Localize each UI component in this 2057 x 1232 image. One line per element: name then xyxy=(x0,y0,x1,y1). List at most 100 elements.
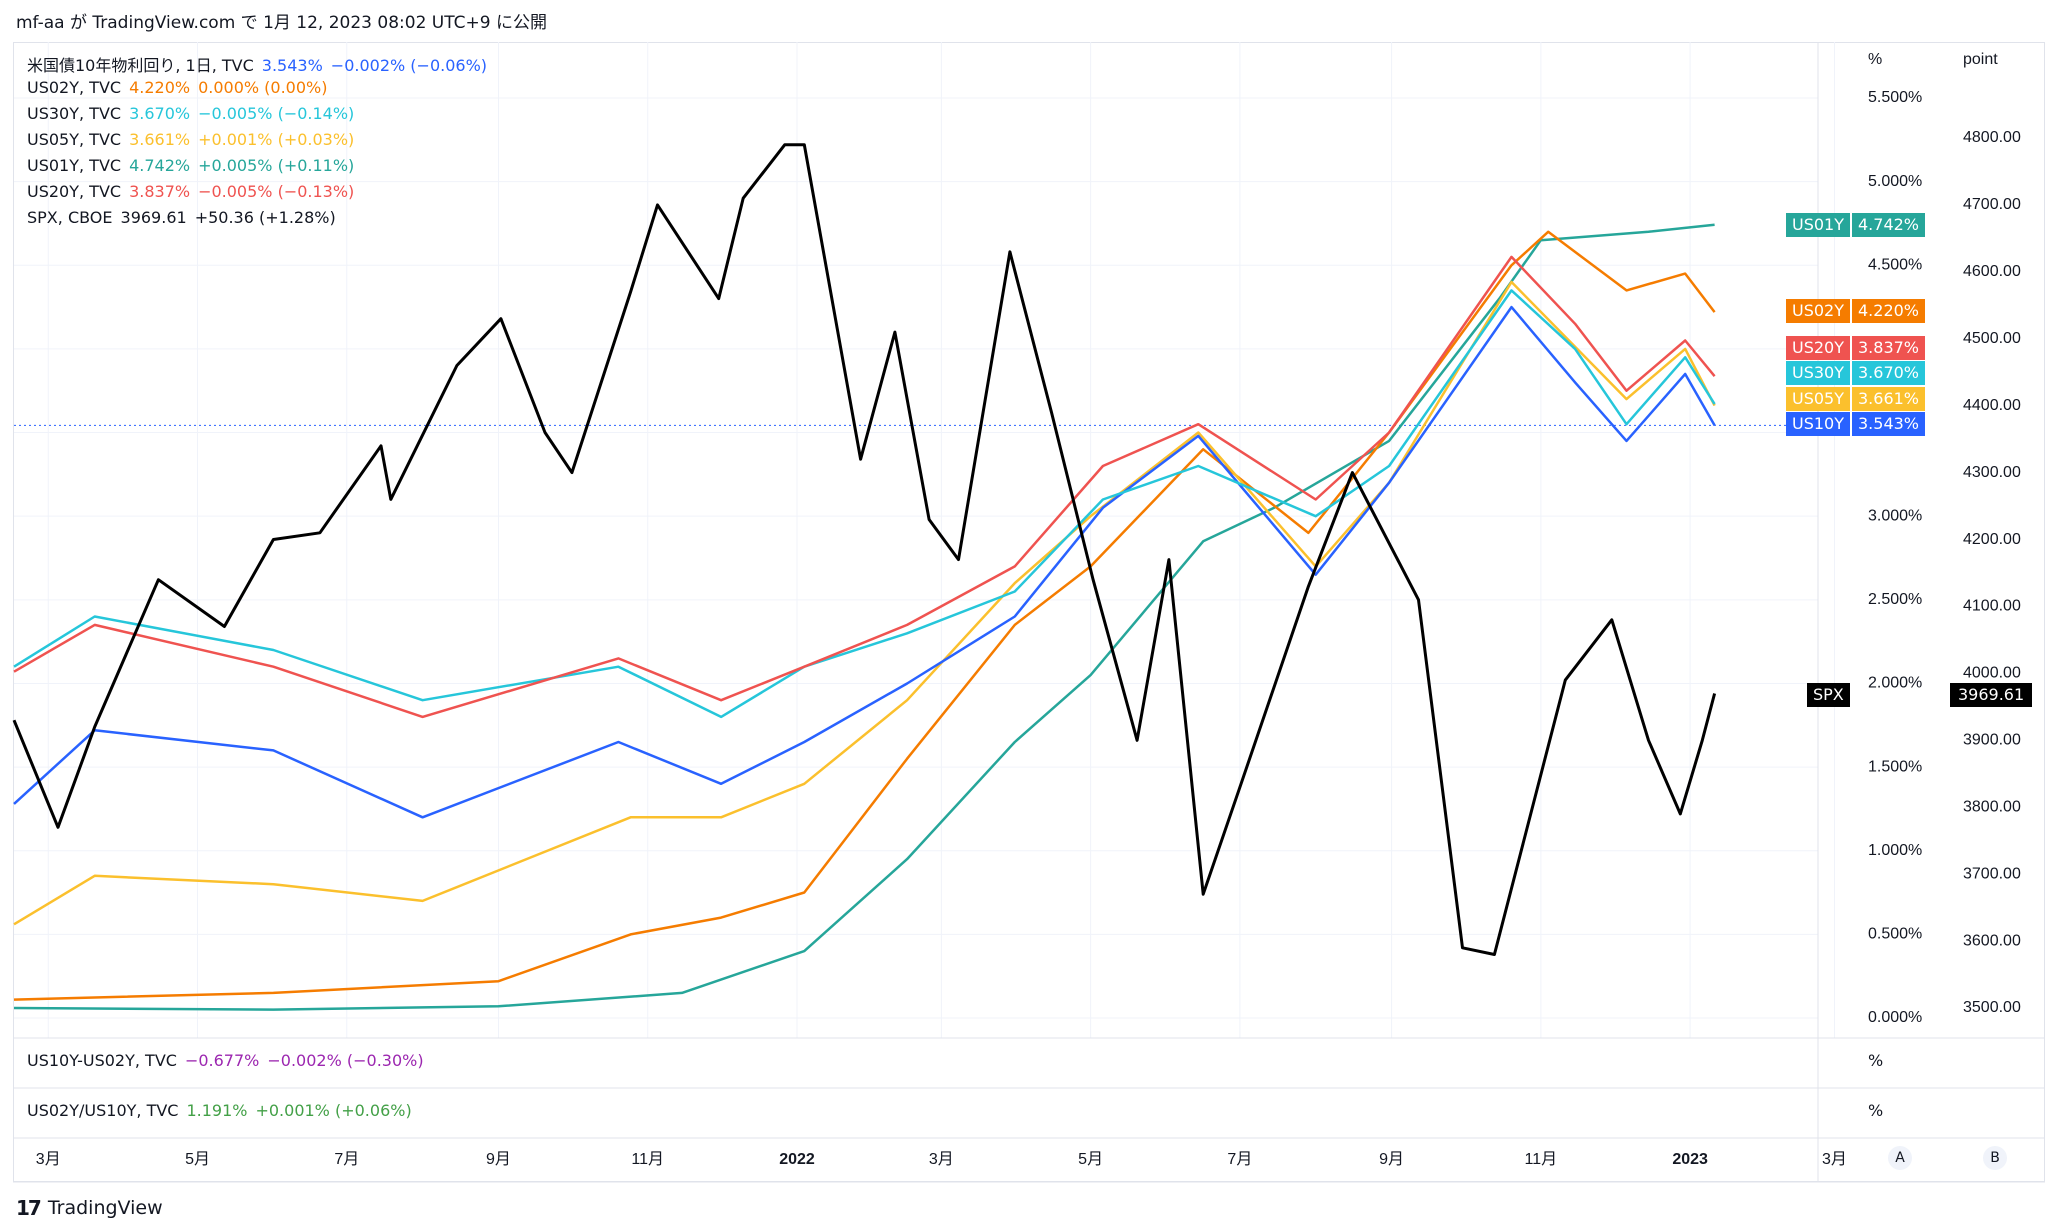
spx-value-badge: 3969.61 xyxy=(1948,683,2033,707)
series-line-us10y xyxy=(13,305,1716,819)
pct-tick-label: 5.000% xyxy=(1868,173,1922,190)
legend-row-0[interactable]: 米国債10年物利回り, 1日, TVC 3.543% −0.002% (−0.06%… xyxy=(27,52,495,76)
x-tick-label: 9月 xyxy=(1379,1151,1404,1168)
pct-unit-label: % xyxy=(1868,51,1882,68)
pane-value: 1.191% xyxy=(186,1101,248,1120)
pct-tick-label: 1.500% xyxy=(1868,758,1922,775)
x-tick-label: 3月 xyxy=(1822,1151,1847,1168)
pct-tick-label: 3.000% xyxy=(1868,507,1922,524)
tradingview-logo-icon: 17 xyxy=(16,1196,42,1220)
x-tick-label: 3月 xyxy=(929,1151,954,1168)
point-tick-label: 4800.00 xyxy=(1963,129,2021,146)
legend-row-3[interactable]: US05Y, TVC 3.661% +0.001% (+0.03%) xyxy=(27,130,362,149)
legend-name: US01Y, TVC xyxy=(27,156,122,175)
x-tick-label: 9月 xyxy=(486,1151,511,1168)
point-tick-label: 4700.00 xyxy=(1963,196,2021,213)
legend-change: +0.005% (+0.11%) xyxy=(198,156,355,175)
legend-name: US30Y, TVC xyxy=(27,104,122,123)
badge-value: 4.220% xyxy=(1852,299,1926,323)
badge-name: US05Y xyxy=(1786,387,1850,411)
x-tick-label: 11月 xyxy=(631,1151,664,1168)
legend-name: US20Y, TVC xyxy=(27,182,122,201)
badge-name: US30Y xyxy=(1786,361,1850,385)
auto-scale-button[interactable]: A xyxy=(1888,1146,1912,1170)
point-tick-label: 3900.00 xyxy=(1963,732,2021,749)
series-line-us05y xyxy=(13,280,1716,926)
badge-value: 3.670% xyxy=(1852,361,1926,385)
legend-change: +50.36 (+1.28%) xyxy=(194,208,336,227)
point-tick-label: 3500.00 xyxy=(1963,999,2021,1016)
badge-name: US10Y xyxy=(1786,412,1850,436)
legend-change: −0.005% (−0.14%) xyxy=(198,104,355,123)
point-tick-label: 3700.00 xyxy=(1963,865,2021,882)
legend-change: +0.001% (+0.03%) xyxy=(198,130,355,149)
point-tick-label: 3800.00 xyxy=(1963,798,2021,815)
x-tick-label: 5月 xyxy=(185,1151,210,1168)
legend-change: 0.000% (0.00%) xyxy=(198,78,328,97)
pane-label-1[interactable]: US02Y/US10Y, TVC 1.191% +0.001% (+0.06%) xyxy=(27,1101,420,1120)
legend-row-2[interactable]: US30Y, TVC 3.670% −0.005% (−0.14%) xyxy=(27,104,362,123)
legend-name: SPX, CBOE xyxy=(27,208,113,227)
point-tick-label: 4100.00 xyxy=(1963,598,2021,615)
pane-unit: % xyxy=(1868,1101,1884,1120)
legend-row-1[interactable]: US02Y, TVC 4.220% 0.000% (0.00%) xyxy=(27,78,335,97)
badge-value: 3.661% xyxy=(1852,387,1926,411)
scale-b-button[interactable]: B xyxy=(1983,1146,2007,1170)
series-line-us30y xyxy=(13,289,1716,719)
point-tick-label: 4300.00 xyxy=(1963,464,2021,481)
pct-tick-label: 2.000% xyxy=(1868,675,1922,692)
pane-unit: % xyxy=(1868,1051,1884,1070)
badge-value: 3969.61 xyxy=(1950,683,2033,707)
point-tick-label: 4400.00 xyxy=(1963,397,2021,414)
pct-tick-label: 0.500% xyxy=(1868,926,1922,943)
pct-tick-label: 2.500% xyxy=(1868,591,1922,608)
legend-value: 3.837% xyxy=(129,182,191,201)
series-line-us01y xyxy=(13,223,1715,1011)
x-tick-label: 3月 xyxy=(36,1151,61,1168)
point-tick-label: 4200.00 xyxy=(1963,531,2021,548)
x-tick-label: 5月 xyxy=(1078,1151,1103,1168)
pane-name: US02Y/US10Y, TVC xyxy=(27,1101,179,1120)
pane-change: +0.001% (+0.06%) xyxy=(255,1101,412,1120)
brand-name: TradingView xyxy=(47,1197,163,1219)
legend-name: US02Y, TVC xyxy=(27,78,122,97)
point-tick-label: 3600.00 xyxy=(1963,932,2021,949)
legend-value: 3.661% xyxy=(129,130,191,149)
point-tick-label: 4000.00 xyxy=(1963,665,2021,682)
pct-tick-label: 4.500% xyxy=(1868,256,1922,273)
legend-value: 3969.61 xyxy=(120,208,187,227)
pane-label-0[interactable]: US10Y-US02Y, TVC −0.677% −0.002% (−0.30%) xyxy=(27,1051,432,1070)
legend-value: 4.220% xyxy=(129,78,191,97)
legend-row-5[interactable]: US20Y, TVC 3.837% −0.005% (−0.13%) xyxy=(27,182,362,201)
tradingview-brand[interactable]: 17 TradingView xyxy=(16,1196,163,1220)
legend-row-4[interactable]: US01Y, TVC 4.742% +0.005% (+0.11%) xyxy=(27,156,362,175)
publish-header: mf-aa が TradingView.com で 1月 12, 2023 08… xyxy=(16,13,547,33)
legend-value: 3.543% xyxy=(261,56,323,75)
badge-name: SPX xyxy=(1807,683,1850,707)
legend-value: 3.670% xyxy=(129,104,191,123)
badge-name: US20Y xyxy=(1786,336,1850,360)
x-tick-label: 2022 xyxy=(779,1151,815,1168)
badge-us01y: US01Y 4.742% xyxy=(1786,213,1926,237)
badge-value: 4.742% xyxy=(1852,213,1926,237)
x-tick-label: 2023 xyxy=(1672,1151,1708,1168)
pct-tick-label: 1.000% xyxy=(1868,842,1922,859)
legend-change: −0.002% (−0.06%) xyxy=(330,56,488,75)
point-unit-label: point xyxy=(1963,51,1998,68)
series-line-spx xyxy=(12,143,1717,956)
badge-us10y: US10Y 3.543% xyxy=(1786,412,1926,436)
x-tick-label: 7月 xyxy=(1227,1151,1252,1168)
pane-change: −0.002% (−0.30%) xyxy=(267,1051,424,1070)
legend-name: 米国債10年物利回り, 1日, TVC xyxy=(27,56,254,75)
legend-change: −0.005% (−0.13%) xyxy=(198,182,355,201)
legend-row-6[interactable]: SPX, CBOE 3969.61 +50.36 (+1.28%) xyxy=(27,208,344,227)
badge-us02y: US02Y 4.220% xyxy=(1786,299,1926,323)
pane-value: −0.677% xyxy=(184,1051,260,1070)
series-line-us20y xyxy=(13,255,1716,719)
spx-name-badge: SPX xyxy=(1807,683,1850,707)
pane-name: US10Y-US02Y, TVC xyxy=(27,1051,177,1070)
point-tick-label: 4500.00 xyxy=(1963,330,2021,347)
badge-us20y: US20Y 3.837% xyxy=(1786,336,1926,360)
badge-us30y: US30Y 3.670% xyxy=(1786,361,1926,385)
